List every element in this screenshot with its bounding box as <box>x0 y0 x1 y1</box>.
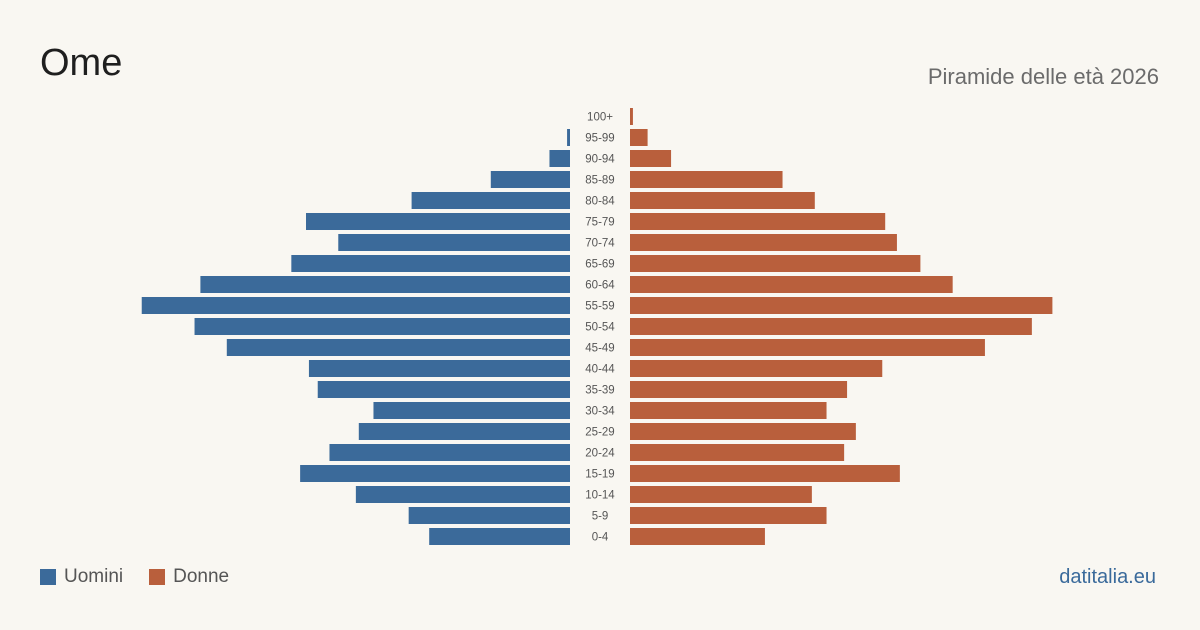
bar-men-40-44 <box>308 360 570 377</box>
chart-legend: Uomini Donne <box>40 566 255 588</box>
age-group-label: 70-74 <box>585 238 615 250</box>
bar-men-90-94 <box>549 150 570 167</box>
bar-men-5-9 <box>408 507 570 524</box>
bar-women-55-59 <box>630 297 1053 314</box>
age-group-label: 35-39 <box>585 385 614 397</box>
bar-women-90-94 <box>630 150 672 167</box>
bar-men-60-64 <box>200 276 570 293</box>
chart-subtitle: Piramide delle età 2026 <box>927 64 1159 89</box>
bar-men-15-19 <box>300 465 570 482</box>
bar-men-25-29 <box>358 423 570 440</box>
age-group-label: 30-34 <box>585 406 615 418</box>
bar-women-20-24 <box>630 444 845 461</box>
legend-swatch-women <box>149 569 166 585</box>
bar-women-100+ <box>630 108 633 125</box>
bar-men-45-49 <box>226 339 571 356</box>
age-group-label: 15-19 <box>585 469 614 481</box>
age-group-label: 60-64 <box>585 280 615 292</box>
bar-women-75-79 <box>630 213 886 230</box>
bar-women-40-44 <box>630 360 883 377</box>
age-group-label: 25-29 <box>585 427 614 439</box>
age-group-label: 5-9 <box>592 511 609 523</box>
age-group-label: 10-14 <box>585 490 615 502</box>
legend-item-men: Uomini <box>40 566 123 588</box>
legend-item-women: Donne <box>149 566 229 588</box>
bar-men-55-59 <box>141 297 570 314</box>
age-group-label: 0-4 <box>592 532 609 544</box>
age-group-label: 100+ <box>587 112 613 124</box>
bar-women-50-54 <box>630 318 1032 335</box>
bar-men-35-39 <box>317 381 570 398</box>
age-group-label: 95-99 <box>585 133 614 145</box>
bar-women-15-19 <box>630 465 900 482</box>
age-group-label: 50-54 <box>585 322 615 334</box>
bar-women-35-39 <box>630 381 848 398</box>
bar-women-65-69 <box>630 255 921 272</box>
bar-women-30-34 <box>630 402 827 419</box>
bar-women-25-29 <box>630 423 856 440</box>
legend-label-men: Uomini <box>64 566 124 587</box>
bar-women-70-74 <box>630 234 897 251</box>
bar-women-60-64 <box>630 276 953 293</box>
bar-men-85-89 <box>490 171 570 188</box>
bar-men-70-74 <box>338 234 570 251</box>
age-group-label: 20-24 <box>585 448 615 460</box>
bar-women-0-4 <box>630 528 765 545</box>
age-group-label: 40-44 <box>585 364 615 376</box>
legend-swatch-men <box>40 569 56 585</box>
brand-link[interactable]: datitalia.eu <box>1059 566 1156 588</box>
bar-women-95-99 <box>630 129 648 146</box>
page-title: Ome <box>40 42 123 84</box>
bar-men-20-24 <box>329 444 570 461</box>
age-group-label: 85-89 <box>585 175 614 187</box>
bar-women-85-89 <box>630 171 783 188</box>
bar-men-30-34 <box>373 402 570 419</box>
age-group-label: 90-94 <box>585 154 615 166</box>
bar-men-65-69 <box>291 255 570 272</box>
bar-women-10-14 <box>630 486 812 503</box>
bar-men-80-84 <box>411 192 570 209</box>
bar-men-0-4 <box>429 528 570 545</box>
age-group-label: 80-84 <box>585 196 615 208</box>
bar-men-95-99 <box>567 129 570 146</box>
bar-men-50-54 <box>194 318 571 335</box>
bar-women-5-9 <box>630 507 827 524</box>
age-group-label: 45-49 <box>585 343 614 355</box>
bar-men-10-14 <box>355 486 570 503</box>
bar-women-45-49 <box>630 339 985 356</box>
age-group-label: 55-59 <box>585 301 614 313</box>
bar-men-75-79 <box>306 213 570 230</box>
age-group-label: 65-69 <box>585 259 614 271</box>
legend-label-women: Donne <box>173 566 230 587</box>
bar-women-80-84 <box>630 192 815 209</box>
age-group-label: 75-79 <box>585 217 614 229</box>
